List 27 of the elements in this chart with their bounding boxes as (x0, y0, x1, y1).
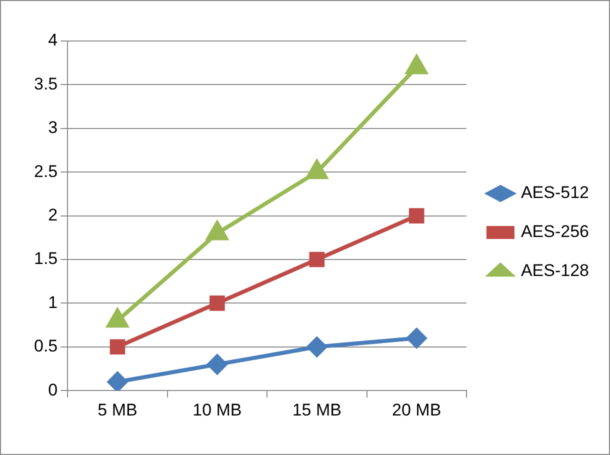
y-tick-label: 2 (48, 205, 58, 224)
x-tick-label: 20 MB (392, 400, 442, 420)
y-tick-label: 4 (48, 30, 58, 50)
y-tick-label: 1.5 (34, 249, 58, 268)
x-tick-label: 15 MB (292, 400, 342, 420)
point (406, 328, 427, 348)
legend-label: AES-256 (520, 222, 590, 242)
y-tick-label: 3.5 (34, 74, 58, 94)
x-tick-label: 10 MB (192, 400, 242, 420)
point (406, 55, 428, 74)
legend-label: AES-128 (520, 261, 590, 280)
point (306, 336, 327, 357)
point (210, 296, 225, 311)
y-tick-label: 0.5 (34, 336, 58, 356)
y-tick-label: 3 (48, 118, 58, 138)
point (110, 339, 126, 355)
legend-label: AES-512 (520, 183, 590, 202)
point (309, 252, 325, 268)
point (207, 354, 228, 374)
point (408, 208, 424, 224)
point (107, 372, 128, 391)
point (306, 160, 328, 180)
y-tick-label: 2.5 (34, 162, 58, 181)
point (206, 221, 228, 240)
y-tick-label: 1 (48, 292, 58, 312)
y-tick-label: 0 (48, 380, 58, 400)
x-tick-label: 5 MB (98, 400, 138, 420)
